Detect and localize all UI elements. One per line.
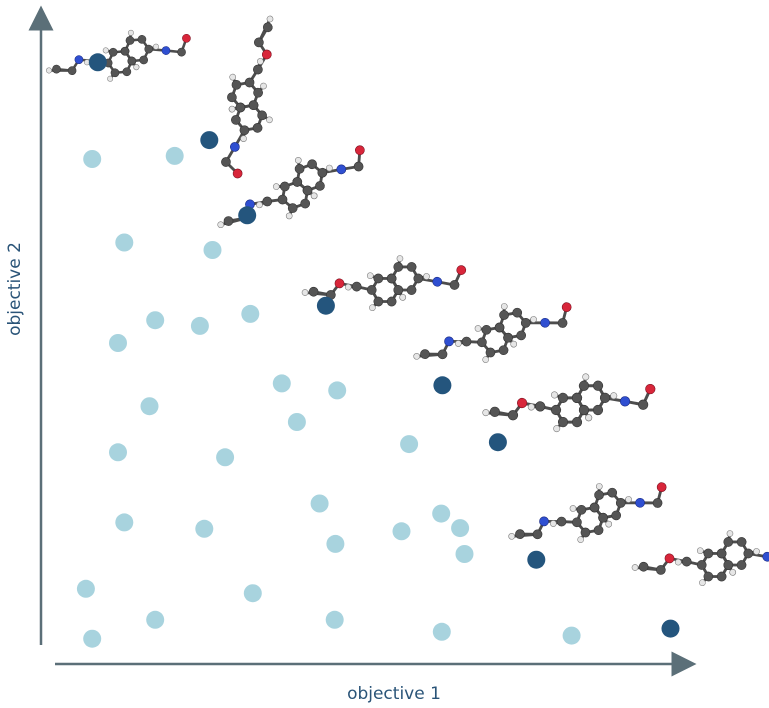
dominated-point-14 [216, 448, 235, 467]
dominated-point-15 [400, 435, 419, 454]
x-axis-label: objective 1 [347, 684, 441, 704]
dominated-point-21 [326, 534, 345, 553]
dominated-point-26 [146, 610, 165, 629]
molecule-structure-icon [631, 530, 769, 587]
pareto-point-6 [488, 433, 507, 452]
points-layer [76, 53, 680, 648]
dominated-point-13 [109, 443, 127, 462]
molecule-structure-icon [482, 373, 656, 433]
molecule-structure-icon [413, 302, 572, 363]
dominated-point-22 [392, 522, 411, 541]
dominated-point-5 [241, 304, 260, 323]
pareto-point-1 [88, 53, 107, 72]
dominated-point-29 [562, 626, 581, 645]
dominated-point-30 [83, 629, 102, 648]
dominated-point-23 [455, 545, 474, 563]
pareto-point-4 [316, 296, 335, 315]
dominated-point-28 [432, 622, 451, 641]
dominated-point-16 [310, 494, 329, 513]
dominated-point-24 [76, 579, 95, 598]
molecule-structure-icon [221, 15, 274, 179]
dominated-point-19 [195, 519, 214, 538]
y-axis-label: objective 2 [5, 242, 25, 336]
dominated-point-9 [272, 374, 291, 393]
molecule-structure-icon [301, 255, 467, 312]
dominated-point-27 [325, 610, 344, 629]
dominated-point-20 [451, 519, 470, 538]
pareto-point-7 [527, 550, 546, 569]
pareto-point-3 [238, 206, 257, 225]
dominated-point-3 [115, 233, 134, 252]
dominated-point-4 [203, 241, 222, 259]
dominated-point-12 [287, 413, 306, 431]
molecule-layer [45, 15, 769, 587]
dominated-point-1 [83, 150, 102, 168]
molecule-structure-icon [45, 29, 191, 82]
dominated-point-7 [190, 316, 209, 335]
pareto-point-2 [200, 131, 219, 150]
dominated-point-6 [146, 311, 165, 330]
dominated-point-18 [115, 513, 134, 532]
dominated-point-11 [140, 397, 159, 416]
dominated-point-2 [165, 146, 184, 165]
dominated-point-17 [432, 504, 451, 523]
dominated-point-10 [328, 381, 347, 400]
dominated-point-8 [109, 334, 127, 352]
molecule-structure-icon [508, 482, 667, 543]
dominated-point-25 [243, 584, 262, 603]
pareto-point-8 [661, 619, 680, 638]
pareto-point-5 [433, 376, 452, 395]
